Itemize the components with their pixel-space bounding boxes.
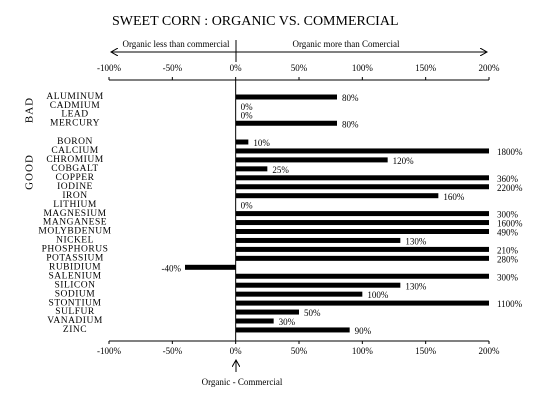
value-label: 160% (443, 192, 465, 202)
category-label: SULFUR (55, 307, 95, 317)
bar (235, 220, 489, 226)
value-label: 1800% (497, 147, 523, 157)
value-label: 80% (342, 93, 359, 103)
category-label: ZINC (63, 325, 87, 335)
value-label: 490% (497, 228, 519, 238)
bar (235, 120, 337, 126)
bar (235, 291, 363, 297)
value-label: 1100% (497, 299, 523, 309)
x-tick-label: 150% (415, 63, 437, 73)
category-label: COPPER (56, 173, 95, 183)
x-tick-label: 0% (230, 346, 243, 356)
category-label: NICKEL (56, 236, 94, 246)
x-tick-label: 50% (291, 63, 308, 73)
category-label: CADMIUM (50, 101, 101, 111)
x-tick-label: -100% (97, 63, 121, 73)
value-label: -40% (162, 263, 182, 273)
category-label: ALUMINUM (46, 92, 103, 102)
bar (185, 264, 236, 270)
bar (235, 211, 489, 217)
category-label: STONTIUM (49, 298, 102, 308)
category-label: PHOSPHORUS (42, 245, 109, 255)
bars (185, 94, 489, 333)
right-annotation: Organic more than Comercial (292, 39, 400, 49)
x-tick-label: 0% (230, 63, 243, 73)
category-label: SODIUM (55, 289, 96, 299)
category-label: IRON (62, 191, 87, 201)
value-label: 0% (241, 111, 254, 121)
bar (235, 148, 489, 154)
value-label: 50% (304, 308, 321, 318)
bar (235, 193, 439, 199)
value-label: 80% (342, 119, 359, 129)
value-label: 25% (272, 165, 289, 175)
bar (235, 282, 401, 288)
value-label: 90% (355, 326, 372, 336)
x-tick-label: 150% (415, 346, 437, 356)
x-tick-label: 200% (479, 346, 501, 356)
value-label: 100% (367, 290, 389, 300)
bar (235, 237, 401, 243)
x-tick-label: 200% (479, 63, 501, 73)
x-tick-label: -50% (163, 63, 183, 73)
value-label: 300% (497, 272, 519, 282)
x-axis-label: Organic - Commercial (202, 377, 283, 387)
category-label: SALENIUM (48, 271, 101, 281)
bar (235, 94, 337, 100)
category-label: IODINE (57, 182, 93, 192)
category-label: LEAD (61, 110, 88, 120)
left-annotation: Organic less than commercial (122, 39, 230, 49)
value-label: 130% (405, 281, 427, 291)
bar (235, 255, 489, 261)
bar (235, 229, 489, 234)
category-label: MERCURY (50, 118, 100, 128)
value-label: 120% (393, 156, 415, 166)
bar (235, 184, 489, 190)
category-label: COBGALT (51, 164, 99, 174)
category-label: MAGNESIUM (43, 209, 106, 219)
category-label: POTASSIUM (46, 254, 104, 264)
value-label: 280% (497, 254, 519, 264)
category-label: MOLYBDENUM (38, 227, 111, 237)
value-label: 0% (241, 201, 254, 211)
category-label: LITHIUM (53, 200, 97, 210)
category-label: MANGANESE (43, 218, 107, 228)
value-label: 300% (497, 210, 519, 220)
value-label: 1600% (497, 219, 523, 229)
bar (235, 300, 489, 306)
x-tick-label: 100% (352, 346, 374, 356)
x-tick-label: -50% (163, 346, 183, 356)
bar (235, 309, 299, 315)
group-label: GOOD (24, 154, 36, 190)
category-label: SILICON (55, 280, 96, 290)
bar (235, 273, 489, 279)
value-label: 30% (279, 317, 296, 327)
category-label: RUBIDIUM (49, 262, 101, 272)
x-tick-label: -100% (97, 346, 121, 356)
value-label: 10% (253, 138, 270, 148)
bar (235, 327, 350, 333)
bar (235, 139, 249, 145)
category-label: VANADIUM (47, 316, 103, 326)
value-label: 210% (497, 245, 519, 255)
value-label: 0% (241, 102, 254, 112)
bar (235, 166, 268, 172)
category-label: CALCIUM (51, 146, 98, 156)
value-label: 360% (497, 174, 519, 184)
category-label: CHROMIUM (46, 155, 103, 165)
value-label: 130% (405, 237, 427, 247)
category-label: BORON (57, 137, 93, 147)
bar (235, 175, 489, 181)
x-tick-label: 50% (291, 346, 308, 356)
value-label: 2200% (497, 183, 523, 193)
chart-title: SWEET CORN : ORGANIC VS. COMMERCIAL (112, 14, 399, 29)
x-tick-label: 100% (352, 63, 374, 73)
bar (235, 157, 388, 163)
bar (235, 318, 274, 324)
bar (235, 246, 489, 252)
group-label: BAD (24, 97, 36, 123)
